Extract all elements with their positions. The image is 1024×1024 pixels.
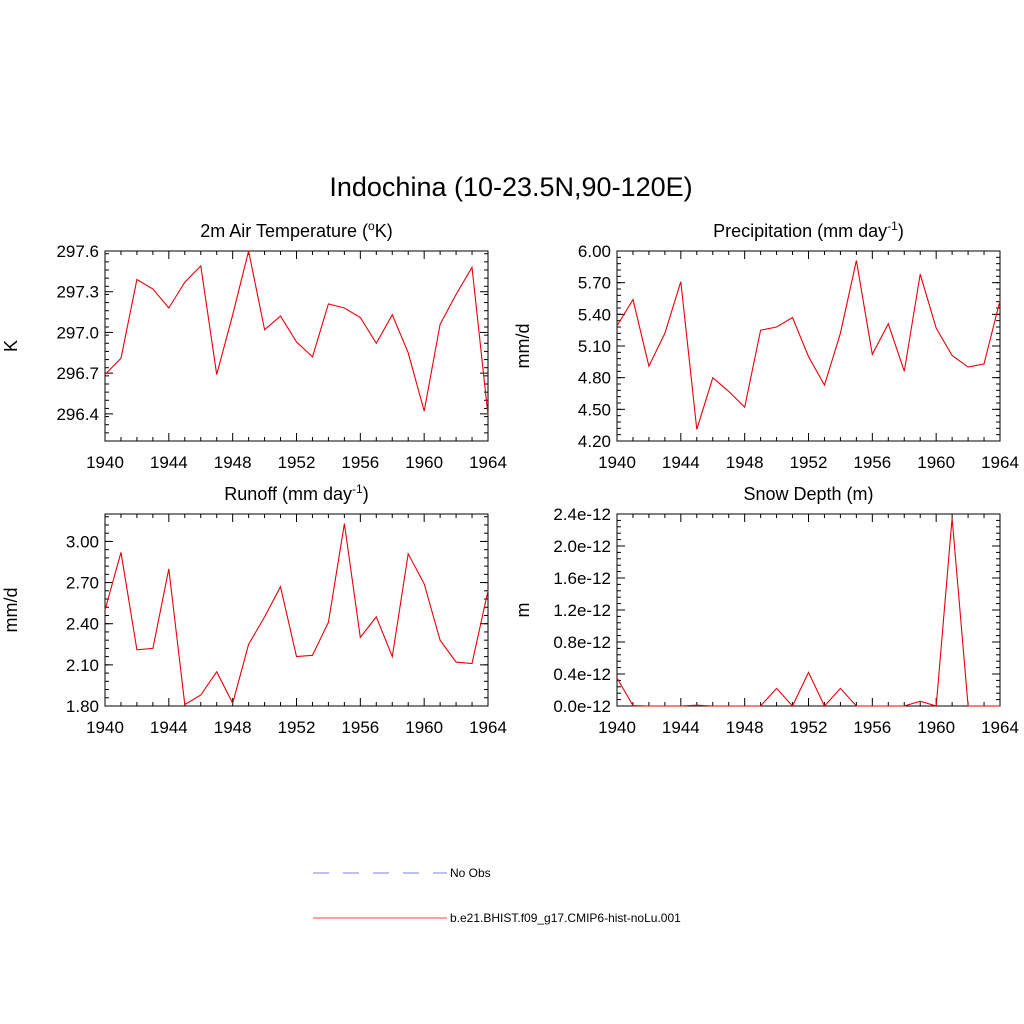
series-line-precipitation: [616, 260, 1001, 430]
x-tick-label: 1964: [981, 718, 1019, 737]
y-tick-label: 3.00: [66, 532, 99, 551]
x-tick-label: 1940: [598, 718, 636, 737]
y-axis-label: mm/d: [513, 324, 533, 369]
y-tick-label: 4.20: [578, 432, 611, 451]
x-tick-label: 1944: [662, 453, 700, 472]
x-tick-label: 1956: [853, 718, 891, 737]
y-tick-label: 4.80: [578, 369, 611, 388]
y-tick-label: 2.4e-12: [553, 505, 611, 524]
x-tick-label: 1960: [405, 453, 443, 472]
x-tick-label: 1964: [469, 718, 507, 737]
x-tick-label: 1948: [726, 718, 764, 737]
y-axis-label: m: [513, 603, 533, 618]
y-tick-label: 297.3: [56, 283, 99, 302]
y-axis-label: mm/d: [1, 588, 21, 633]
figure-title: Indochina (10-23.5N,90-120E): [329, 172, 692, 202]
y-tick-label: 5.10: [578, 337, 611, 356]
plot-frame: [616, 513, 1001, 707]
y-tick-label: 2.0e-12: [553, 537, 611, 556]
legend-label-model: b.e21.BHIST.f09_g17.CMIP6-hist-noLu.001: [450, 911, 681, 925]
x-tick-label: 1940: [598, 453, 636, 472]
y-tick-label: 5.70: [578, 274, 611, 293]
x-tick-label: 1944: [150, 453, 188, 472]
panel-precipitation: 4.20 4.50 4.80 5.10 5.40 5.70 6.00 1940 1944 1948…: [513, 219, 1019, 472]
y-tick-label: 297.0: [56, 323, 99, 342]
x-tick-label: 1956: [853, 453, 891, 472]
legend-label-no-obs: No Obs: [450, 866, 491, 880]
x-tick-label: 1948: [214, 718, 252, 737]
series-line-temperature: [104, 250, 489, 416]
x-tick-label: 1952: [790, 718, 828, 737]
panel-title: Precipitation (mm day-1): [713, 219, 904, 241]
y-tick-label: 6.00: [578, 242, 611, 261]
y-tick-label: 2.10: [66, 656, 99, 675]
y-tick-label: 0.8e-12: [553, 633, 611, 652]
y-tick-label: 0.0e-12: [553, 697, 611, 716]
plot-frame: [104, 513, 489, 707]
y-tick-label: 296.7: [56, 364, 99, 383]
x-tick-label: 1960: [405, 718, 443, 737]
x-tick-label: 1948: [214, 453, 252, 472]
x-tick-label: 1952: [278, 718, 316, 737]
panel-title: Runoff (mm day-1): [224, 482, 368, 504]
panel-temperature: 296.4 296.7 297.0 297.3 297.6 1940 1944 1948 195…: [1, 219, 507, 472]
x-tick-label: 1948: [726, 453, 764, 472]
x-tick-label: 1960: [917, 453, 955, 472]
y-tick-label: 297.6: [56, 242, 99, 261]
y-tick-label: 1.2e-12: [553, 601, 611, 620]
x-tick-label: 1964: [469, 453, 507, 472]
panel-title: Snow Depth (m): [743, 484, 873, 504]
legend: No Obs b.e21.BHIST.f09_g17.CMIP6-hist-no…: [313, 866, 681, 925]
y-tick-label: 296.4: [56, 405, 99, 424]
x-tick-label: 1944: [150, 718, 188, 737]
y-tick-label: 1.80: [66, 697, 99, 716]
x-tick-label: 1960: [917, 718, 955, 737]
x-tick-label: 1956: [341, 453, 379, 472]
x-tick-label: 1944: [662, 718, 700, 737]
x-tick-label: 1952: [278, 453, 316, 472]
panel-title: 2m Air Temperature (oK): [200, 219, 392, 241]
x-tick-label: 1956: [341, 718, 379, 737]
x-tick-label: 1952: [790, 453, 828, 472]
x-tick-label: 1964: [981, 453, 1019, 472]
y-tick-label: 0.4e-12: [553, 665, 611, 684]
panel-snow-depth: 0.0e-12 0.4e-12 0.8e-12 1.2e-12 1.6e-12 2.0e-…: [513, 484, 1019, 737]
plot-frame: [616, 250, 1001, 442]
series-line-snow-depth: [616, 517, 1000, 707]
y-tick-label: 4.50: [578, 400, 611, 419]
y-tick-label: 5.40: [578, 305, 611, 324]
y-tick-label: 2.70: [66, 574, 99, 593]
x-tick-label: 1940: [86, 718, 124, 737]
panel-runoff: 1.80 2.10 2.40 2.70 3.00 1940 1944 1948 1952 1956…: [1, 482, 507, 737]
y-tick-label: 2.40: [66, 615, 99, 634]
plot-frame: [104, 250, 489, 442]
panels: 296.4 296.7 297.0 297.3 297.6 1940 1944 1948 195…: [1, 219, 1019, 737]
x-tick-label: 1940: [86, 453, 124, 472]
series-line-runoff: [104, 523, 489, 706]
y-axis-label: K: [1, 340, 21, 352]
y-tick-label: 1.6e-12: [553, 569, 611, 588]
